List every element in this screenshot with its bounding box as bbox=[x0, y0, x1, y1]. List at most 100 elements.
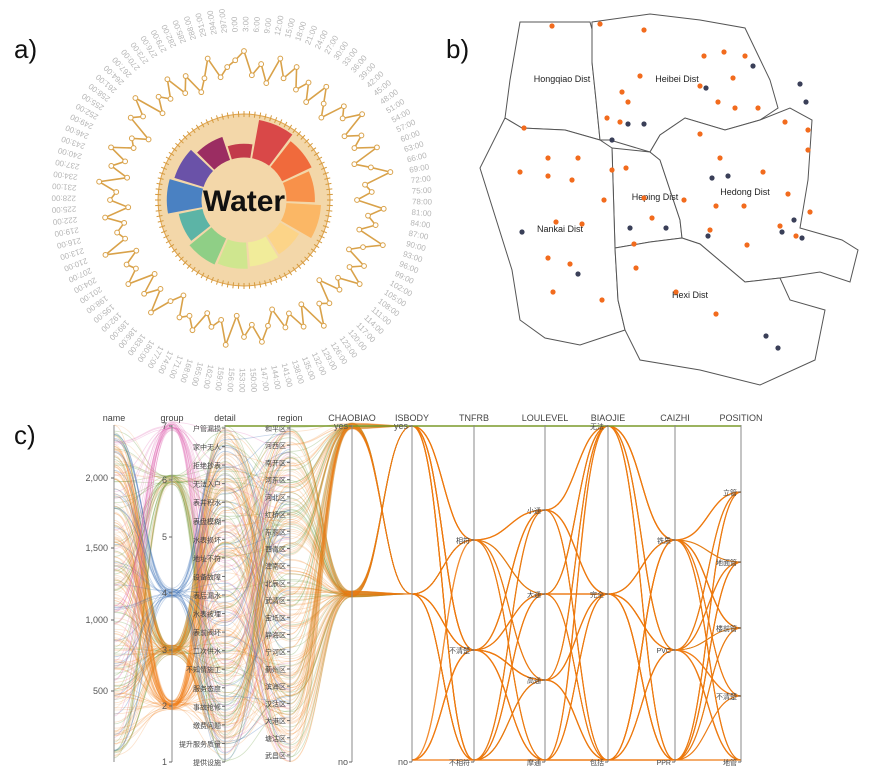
parallel-line bbox=[113, 490, 291, 599]
parallel-line bbox=[113, 425, 742, 761]
parallel-line bbox=[113, 426, 742, 761]
parallel-line bbox=[113, 430, 291, 611]
parallel-line bbox=[113, 423, 742, 761]
group-tick-label: 6 bbox=[162, 475, 167, 485]
radial-series-point bbox=[123, 261, 130, 268]
map-point-navy bbox=[803, 99, 809, 105]
parallel-line bbox=[113, 425, 742, 761]
detail-tick-label: 水表损坏 bbox=[193, 535, 221, 544]
parallel-line bbox=[113, 425, 742, 761]
ring-tick bbox=[278, 119, 283, 126]
ring-tick bbox=[182, 260, 188, 266]
parallel-line bbox=[411, 425, 742, 651]
ring-tick bbox=[168, 244, 175, 249]
time-tick-label: 144:00 bbox=[269, 365, 282, 391]
parallel-line bbox=[113, 427, 291, 753]
ring-tick bbox=[300, 134, 306, 140]
map-point-orange bbox=[701, 53, 707, 59]
radial-series-point bbox=[379, 242, 386, 249]
parallel-line bbox=[113, 539, 742, 761]
ring-tick bbox=[300, 260, 306, 266]
parallel-line bbox=[113, 425, 742, 761]
radial-series-point bbox=[303, 99, 310, 105]
ring-tick bbox=[259, 112, 262, 119]
map-point-orange bbox=[521, 125, 527, 131]
parallel-line bbox=[113, 446, 291, 597]
ring-tick bbox=[186, 263, 192, 269]
time-tick-label: 3:00 bbox=[241, 16, 250, 32]
detail-tick-label: 不知情施工 bbox=[186, 665, 221, 674]
radial-series-point bbox=[358, 132, 365, 139]
parallel-line bbox=[113, 425, 742, 761]
map-point-orange bbox=[604, 115, 610, 121]
map-point-navy bbox=[609, 137, 615, 143]
parallel-line bbox=[411, 425, 742, 761]
ring-tick bbox=[324, 220, 331, 223]
radial-sector bbox=[188, 225, 228, 266]
radial-series-point bbox=[360, 244, 366, 251]
parallel-line bbox=[113, 480, 742, 761]
parallel-line bbox=[113, 425, 742, 761]
axis-title: name bbox=[103, 413, 126, 423]
map-point-orange bbox=[707, 227, 713, 233]
map-point-orange bbox=[545, 155, 551, 161]
radial-series-point bbox=[280, 75, 287, 82]
map-point-navy bbox=[627, 225, 633, 231]
time-tick-label: 231:00 bbox=[51, 181, 77, 192]
radial-series-point bbox=[114, 229, 121, 236]
parallel-line bbox=[113, 425, 742, 761]
parallel-line bbox=[113, 425, 742, 761]
parallel-line bbox=[113, 427, 291, 756]
map-point-orange bbox=[575, 155, 581, 161]
region-tick-label: 滨海区 bbox=[265, 682, 286, 691]
parallel-line bbox=[113, 423, 742, 761]
parallel-line bbox=[411, 425, 742, 761]
parallel-line bbox=[411, 539, 742, 761]
chaobiao-tick-label: no bbox=[338, 757, 348, 767]
ring-tick bbox=[161, 166, 168, 170]
radial-sector bbox=[246, 235, 280, 268]
parallel-line bbox=[113, 425, 742, 653]
radial-series-point bbox=[122, 235, 129, 242]
map-point-navy bbox=[775, 345, 781, 351]
parallel-line bbox=[411, 491, 742, 761]
name-tick-label: 1,500 bbox=[85, 543, 108, 553]
detail-tick-label: 提升服务质量 bbox=[179, 739, 221, 748]
ring-tick bbox=[296, 131, 302, 137]
detail-tick-label: 提供设施 bbox=[193, 758, 221, 767]
parallel-line bbox=[411, 593, 742, 761]
ring-tick bbox=[283, 121, 288, 128]
ring-tick bbox=[307, 142, 313, 148]
radial-series-point bbox=[320, 322, 327, 329]
radial-series-point bbox=[356, 226, 363, 233]
parallel-line bbox=[113, 536, 291, 609]
parallel-line bbox=[113, 425, 742, 761]
map-point-orange bbox=[579, 221, 585, 227]
parallel-line bbox=[113, 439, 291, 653]
parallel-line bbox=[411, 425, 742, 761]
radial-series-point bbox=[361, 263, 367, 269]
map-point-orange bbox=[567, 261, 573, 267]
parallel-line bbox=[113, 423, 291, 591]
parallel-line bbox=[113, 425, 742, 761]
radial-series-point bbox=[198, 89, 205, 96]
radial-series-point bbox=[108, 144, 114, 151]
radial-center-label: Water bbox=[203, 185, 286, 218]
ring-tick bbox=[221, 280, 224, 287]
map-point-orange bbox=[742, 53, 748, 59]
parallel-line bbox=[113, 539, 742, 761]
detail-tick-label: 表井积水 bbox=[193, 498, 221, 507]
axis-title: POSITION bbox=[719, 413, 762, 423]
radial-series-point bbox=[362, 181, 368, 188]
parallel-line bbox=[113, 425, 742, 761]
map-point-orange bbox=[625, 99, 631, 105]
ring-tick bbox=[205, 119, 210, 126]
map-point-orange bbox=[619, 89, 625, 95]
radial-series-point bbox=[189, 327, 196, 334]
parallel-line bbox=[113, 425, 742, 761]
parallel-line bbox=[113, 509, 742, 761]
region-tick-label: 南开区 bbox=[265, 458, 286, 467]
parallel-line bbox=[113, 425, 742, 761]
parallel-line bbox=[113, 425, 742, 761]
map-point-orange bbox=[785, 191, 791, 197]
